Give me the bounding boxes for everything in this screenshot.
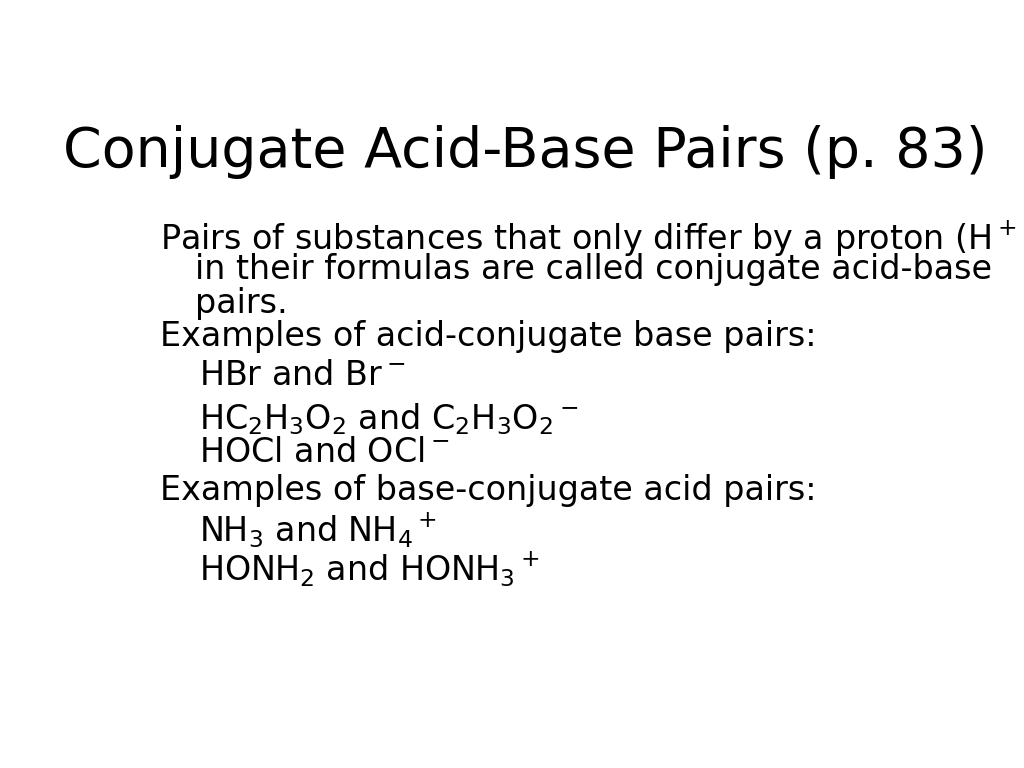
Text: Examples of acid-conjugate base pairs:: Examples of acid-conjugate base pairs:	[160, 320, 816, 353]
Text: HONH$_2$ and HONH$_3$$^+$: HONH$_2$ and HONH$_3$$^+$	[200, 551, 540, 589]
Text: HC$_2$H$_3$O$_2$ and C$_2$H$_3$O$_2$$^-$: HC$_2$H$_3$O$_2$ and C$_2$H$_3$O$_2$$^-$	[200, 401, 579, 436]
Text: pairs.: pairs.	[196, 286, 288, 319]
Text: Examples of base-conjugate acid pairs:: Examples of base-conjugate acid pairs:	[160, 474, 816, 507]
Text: Pairs of substances that only differ by a proton (H$^+$): Pairs of substances that only differ by …	[160, 220, 1024, 259]
Text: HOCl and OCl$^-$: HOCl and OCl$^-$	[200, 436, 451, 469]
Text: NH$_3$ and NH$_4$$^+$: NH$_3$ and NH$_4$$^+$	[200, 512, 437, 551]
Text: Conjugate Acid-Base Pairs (p. 83): Conjugate Acid-Base Pairs (p. 83)	[62, 124, 987, 179]
Text: HBr and Br$^-$: HBr and Br$^-$	[200, 359, 406, 392]
Text: in their formulas are called conjugate acid-base: in their formulas are called conjugate a…	[196, 253, 992, 286]
